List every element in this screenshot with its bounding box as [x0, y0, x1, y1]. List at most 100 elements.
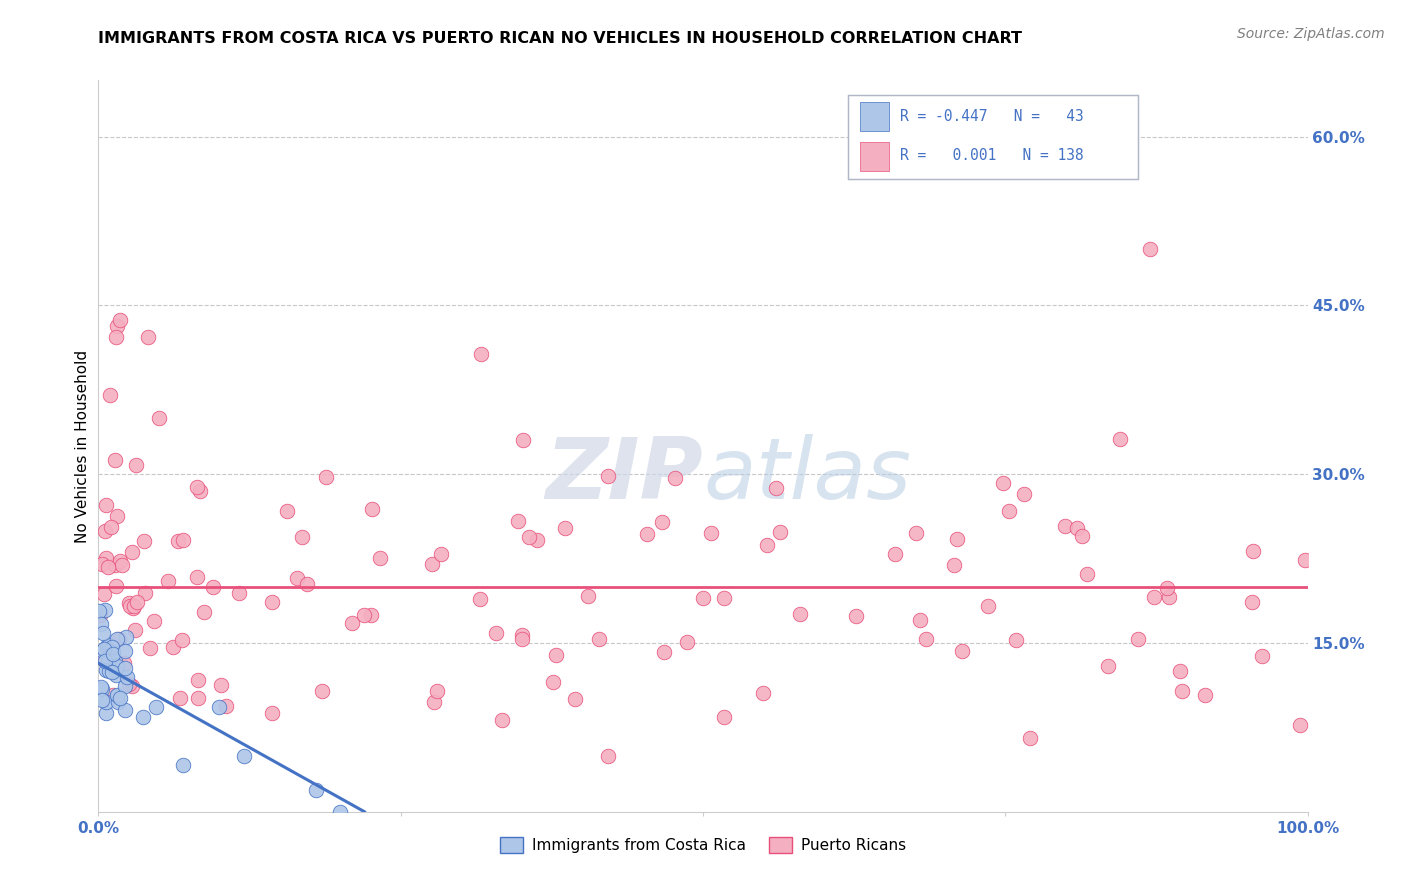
Point: [1143, 590, 1166, 604]
Point: [1159, 590, 1181, 604]
Text: atlas: atlas: [703, 434, 911, 516]
Point: [506, 514, 529, 528]
Point: [105, 509, 128, 524]
Point: [588, 632, 610, 647]
Text: ZIP: ZIP: [546, 434, 703, 516]
Point: [1012, 487, 1035, 501]
Point: [111, 558, 134, 572]
Point: [108, 554, 131, 568]
Point: [576, 589, 599, 603]
Point: [93, 602, 115, 616]
Point: [1294, 552, 1316, 566]
Point: [98, 664, 121, 678]
Point: [89, 603, 111, 617]
Point: [104, 654, 127, 668]
Point: [664, 471, 686, 485]
Point: [1171, 684, 1194, 698]
Point: [108, 632, 131, 647]
Point: [105, 689, 128, 703]
Point: [91, 682, 114, 697]
Point: [564, 691, 586, 706]
Point: [1054, 519, 1077, 533]
Point: [125, 458, 148, 472]
Point: [652, 645, 675, 659]
Point: [114, 679, 136, 693]
Point: [637, 527, 659, 541]
Point: [139, 640, 162, 655]
Point: [692, 591, 714, 606]
Point: [208, 700, 231, 714]
Point: [104, 668, 127, 682]
Point: [295, 577, 318, 591]
Point: [905, 525, 928, 540]
Point: [676, 635, 699, 649]
Point: [1005, 633, 1028, 648]
Point: [89, 608, 111, 623]
Point: [104, 579, 127, 593]
Point: [104, 558, 127, 572]
Point: [340, 615, 363, 630]
Point: [1066, 520, 1088, 534]
Point: [942, 558, 965, 572]
Point: [101, 644, 124, 658]
Point: [315, 469, 337, 483]
Point: [546, 648, 568, 662]
Point: [108, 313, 131, 327]
Point: [94, 663, 117, 677]
Y-axis label: No Vehicles in Household: No Vehicles in Household: [75, 350, 90, 542]
Point: [127, 595, 149, 609]
Point: [1139, 242, 1161, 256]
Point: [90, 557, 112, 571]
Point: [121, 679, 143, 693]
Point: [845, 609, 868, 624]
Point: [700, 526, 723, 541]
Point: [162, 640, 184, 654]
Point: [470, 592, 492, 607]
Point: [114, 644, 136, 658]
Point: [360, 501, 382, 516]
Point: [470, 346, 492, 360]
Point: [166, 534, 188, 549]
Point: [169, 691, 191, 706]
Point: [94, 654, 117, 668]
Point: [172, 633, 194, 648]
Point: [1078, 163, 1101, 178]
Point: [1289, 718, 1312, 732]
Point: [1126, 632, 1149, 646]
Point: [105, 658, 128, 673]
Legend: Immigrants from Costa Rica, Puerto Ricans: Immigrants from Costa Rica, Puerto Rican…: [494, 830, 912, 859]
Point: [188, 483, 211, 498]
Point: [98, 638, 121, 652]
Point: [121, 545, 143, 559]
Point: [90, 680, 112, 694]
Point: [752, 686, 775, 700]
Point: [596, 749, 619, 764]
Point: [485, 625, 508, 640]
Point: [517, 530, 540, 544]
Point: [103, 452, 125, 467]
Point: [145, 700, 167, 714]
Point: [908, 613, 931, 627]
Point: [541, 675, 564, 690]
Point: [1018, 731, 1040, 746]
Point: [1194, 689, 1216, 703]
Point: [232, 749, 254, 764]
Point: [422, 558, 444, 572]
Point: [121, 601, 143, 615]
Point: [187, 673, 209, 687]
Point: [1251, 648, 1274, 663]
Point: [124, 623, 146, 637]
Point: [93, 587, 115, 601]
Point: [97, 560, 120, 574]
Point: [526, 533, 548, 548]
Point: [993, 475, 1015, 490]
Point: [136, 330, 159, 344]
Point: [329, 805, 352, 819]
Point: [98, 657, 121, 672]
Point: [186, 480, 208, 494]
Point: [1156, 581, 1178, 595]
Point: [360, 607, 382, 622]
Point: [118, 596, 141, 610]
Text: Source: ZipAtlas.com: Source: ZipAtlas.com: [1237, 27, 1385, 41]
Point: [96, 550, 118, 565]
